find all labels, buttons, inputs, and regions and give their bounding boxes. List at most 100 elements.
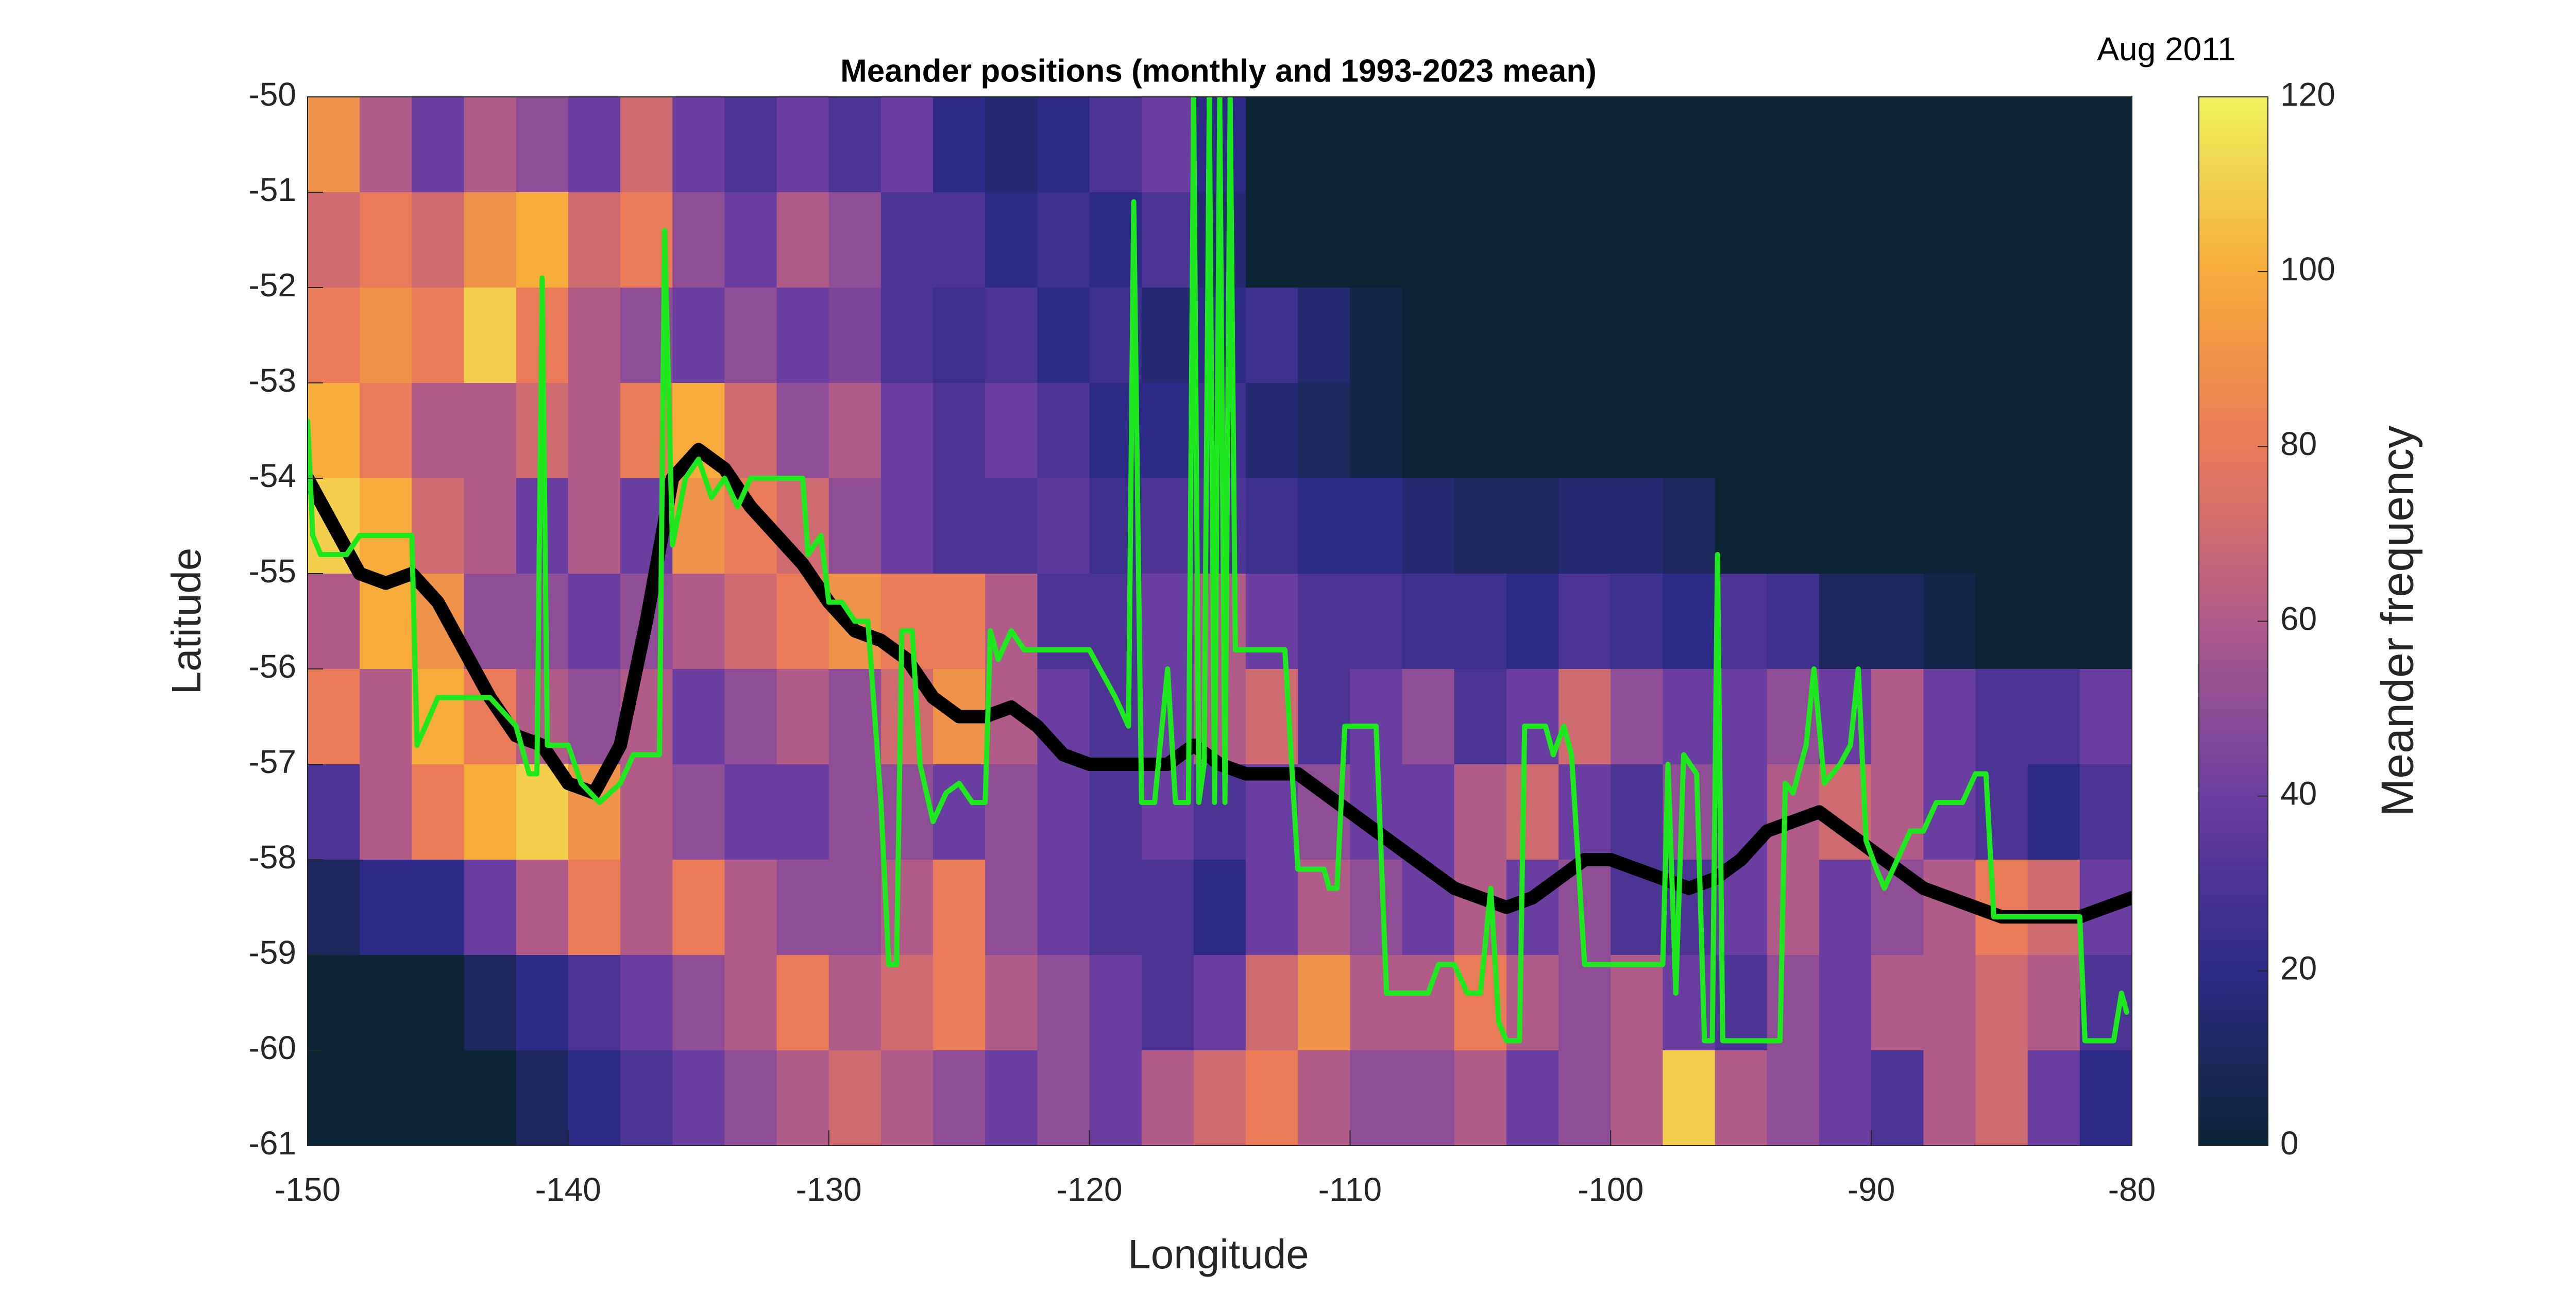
heat-cell — [1193, 1050, 1246, 1146]
colorbar-tick-label: 120 — [2280, 76, 2335, 113]
heat-cell — [1767, 860, 1820, 955]
heat-cell — [620, 764, 673, 860]
heat-cell — [985, 383, 1038, 479]
heat-cell — [516, 97, 569, 193]
heat-cell — [1923, 955, 1976, 1051]
heat-cell — [1350, 574, 1403, 669]
heat-cell — [620, 955, 673, 1051]
heat-cell — [828, 288, 882, 383]
heat-cell — [672, 574, 725, 669]
heat-cell — [1246, 478, 1298, 574]
heat-cell — [1350, 288, 1403, 383]
heat-cell — [2027, 192, 2080, 288]
heat-cell — [672, 288, 725, 383]
heat-cell — [412, 955, 465, 1051]
heat-cell — [933, 860, 986, 955]
heat-cell — [828, 478, 882, 574]
heat-cell — [1350, 478, 1403, 574]
heat-cell — [1454, 97, 1507, 193]
heat-cell — [1871, 97, 1924, 193]
heat-cell — [1663, 574, 1716, 669]
heat-cell — [1141, 97, 1194, 193]
heat-cell — [1246, 97, 1298, 193]
heat-cell — [1141, 1050, 1194, 1146]
colorbar-label: Meander frequency — [2371, 426, 2422, 816]
heat-cell — [985, 955, 1038, 1051]
heat-cell — [2079, 478, 2132, 574]
heat-cell — [672, 955, 725, 1051]
heat-cell — [568, 97, 621, 193]
heat-cell — [985, 574, 1038, 669]
monthly-line — [308, 97, 2129, 1044]
heat-cell — [828, 97, 882, 193]
heat-cell — [1193, 860, 1246, 955]
heat-cell — [1402, 574, 1455, 669]
heat-cell — [1558, 478, 1611, 574]
heat-cell — [568, 383, 621, 479]
heat-cell — [776, 764, 829, 860]
x-tick-label: -80 — [2108, 1171, 2156, 1208]
heat-cell — [2027, 288, 2080, 383]
heat-cell — [1506, 764, 1559, 860]
heat-cell — [464, 860, 517, 955]
heat-cell — [1871, 478, 1924, 574]
heat-cell — [1819, 955, 1872, 1051]
heat-cell — [516, 574, 569, 669]
heat-cell — [1141, 860, 1194, 955]
heat-cell — [1611, 383, 1663, 479]
heat-cell — [1819, 288, 1872, 383]
heat-cell — [1141, 764, 1194, 860]
heat-cell — [880, 1050, 934, 1146]
heat-cell — [1246, 955, 1298, 1051]
heat-cell — [1558, 955, 1611, 1051]
heat-cell — [1246, 288, 1298, 383]
heat-cell — [724, 764, 777, 860]
heat-cell — [1298, 97, 1350, 193]
heat-cell — [412, 860, 465, 955]
heat-cell — [1089, 955, 1142, 1051]
colorbar-tick-label: 20 — [2280, 950, 2317, 987]
heat-cell — [1975, 383, 2028, 479]
heat-cell — [568, 764, 621, 860]
heat-cell — [1611, 192, 1663, 288]
x-tick-label: -100 — [1578, 1171, 1643, 1208]
x-tick-label: -130 — [796, 1171, 862, 1208]
heat-cell — [776, 955, 829, 1051]
heat-cell — [776, 192, 829, 288]
heat-cell — [308, 574, 360, 669]
heat-cell — [568, 860, 621, 955]
heat-cell — [1298, 955, 1350, 1051]
heat-cell — [1663, 192, 1716, 288]
heat-cell — [1767, 288, 1820, 383]
heat-cell — [2079, 1050, 2132, 1146]
plot-frame — [307, 96, 2132, 1146]
heat-cell — [1506, 383, 1559, 479]
heat-cell — [1298, 288, 1350, 383]
heatmap — [308, 97, 2132, 1146]
heat-cell — [568, 288, 621, 383]
heat-cell — [2027, 97, 2080, 193]
heat-cell — [1558, 1050, 1611, 1146]
heat-cell — [1819, 860, 1872, 955]
heat-cell — [1037, 860, 1090, 955]
heat-cell — [1089, 860, 1142, 955]
heat-cell — [776, 97, 829, 193]
heat-cell — [1402, 97, 1455, 193]
heat-cell — [1350, 860, 1403, 955]
y-tick-label: -59 — [249, 934, 297, 971]
heat-cell — [1558, 669, 1611, 765]
heat-cell — [1871, 383, 1924, 479]
heat-cell — [308, 192, 360, 288]
heat-cell — [1767, 955, 1820, 1051]
heat-cell — [1246, 574, 1298, 669]
heat-cell — [568, 478, 621, 574]
heat-cell — [1089, 478, 1142, 574]
heat-cell — [1611, 1050, 1663, 1146]
line-layer — [308, 97, 2132, 1044]
heat-cell — [1819, 574, 1872, 669]
heat-cell — [1923, 192, 1976, 288]
heat-cell — [1871, 574, 1924, 669]
heat-cell — [412, 1050, 465, 1146]
heat-cell — [568, 1050, 621, 1146]
heat-cell — [672, 860, 725, 955]
